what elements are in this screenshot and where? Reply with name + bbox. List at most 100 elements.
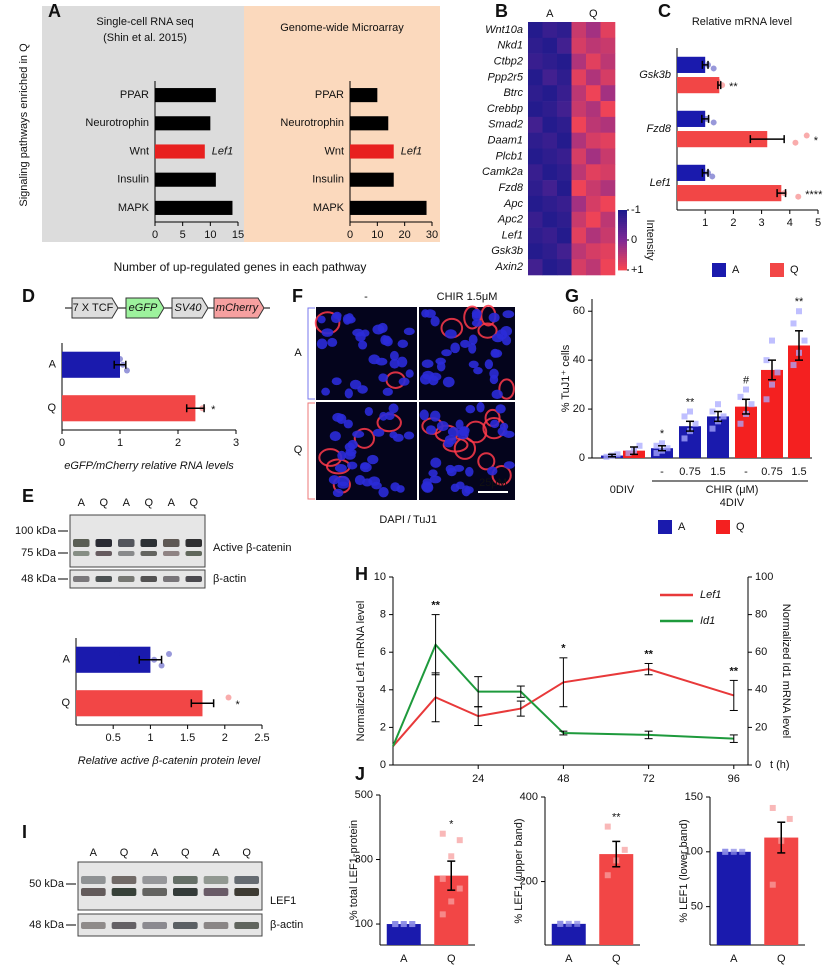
heat-cell: [586, 132, 601, 149]
heat-cell: [542, 22, 558, 39]
data-point: [664, 445, 671, 452]
bar: [716, 851, 751, 945]
x-tick-label: 0.5: [106, 732, 121, 744]
legend-swatch: [712, 263, 726, 277]
heat-cell: [571, 211, 587, 228]
blot-band: [81, 876, 106, 884]
nucleus: [384, 411, 395, 421]
row-label: Apc: [503, 198, 523, 210]
x-tick-label: Q: [447, 953, 456, 965]
heat-cell: [586, 116, 601, 133]
x-axis-label: Relative active β-catenin protein level: [78, 755, 261, 767]
nucleus: [337, 450, 347, 461]
heat-cell: [600, 101, 616, 118]
x-tick-label: Q: [777, 953, 786, 965]
heat-cell: [542, 148, 558, 165]
blot-band: [234, 888, 259, 896]
heat-cell: [571, 22, 587, 39]
panel-letter: A: [48, 1, 61, 21]
blot-band: [140, 539, 157, 547]
data-point: [188, 694, 195, 701]
data-point: [225, 694, 232, 701]
nucleus: [334, 463, 347, 473]
nucleus: [425, 425, 437, 435]
legend-swatch: [716, 520, 730, 534]
x-tick-label: A: [565, 953, 573, 965]
nucleus: [442, 376, 455, 388]
heat-cell: [571, 259, 587, 276]
x-tick-label: 15: [232, 229, 244, 241]
row-label: A: [294, 347, 302, 359]
nucleus: [487, 466, 498, 476]
bar: [350, 200, 427, 215]
heat-cell: [600, 243, 616, 260]
y-tick-label: Gsk3b: [639, 69, 671, 81]
heat-cell: [557, 53, 572, 70]
heat-cell: [571, 116, 587, 133]
annotation: *: [660, 428, 665, 440]
nucleus: [430, 316, 440, 327]
nucleus: [444, 329, 457, 339]
heat-cell: [557, 22, 572, 39]
nucleus: [441, 349, 452, 357]
x-tick-label: 30: [426, 229, 438, 241]
heat-cell: [600, 85, 616, 102]
nucleus: [471, 310, 481, 322]
x-tick-label: 10: [371, 229, 383, 241]
data-point: [769, 337, 775, 344]
heat-cell: [542, 180, 558, 197]
bar: [677, 77, 720, 94]
row-label: Lef1: [502, 229, 523, 241]
nucleus: [471, 319, 483, 327]
nucleus: [491, 333, 504, 343]
heat-cell: [557, 211, 572, 228]
nucleus: [430, 457, 442, 468]
blot-band: [118, 551, 135, 556]
data-point: [739, 848, 746, 855]
nucleus: [455, 419, 464, 430]
heat-cell: [528, 101, 543, 118]
nucleus: [456, 428, 469, 440]
blot-band: [95, 576, 112, 582]
row-label: Axin2: [494, 261, 523, 273]
x-tick-label: A: [400, 953, 408, 965]
data-point: [774, 369, 781, 376]
data-point: [709, 425, 716, 432]
data-point: [792, 139, 799, 146]
nucleus: [484, 359, 494, 370]
heat-cell: [571, 69, 587, 86]
heat-cell: [557, 195, 572, 213]
colorbar-step: [618, 226, 627, 229]
bar: [350, 144, 394, 159]
y2-tick-label: 80: [755, 609, 767, 621]
data-point: [730, 848, 737, 855]
blot-membrane: [69, 569, 206, 589]
data-point: [741, 132, 748, 139]
heat-cell: [571, 180, 587, 197]
x-tick-label: 10: [204, 229, 216, 241]
nucleus: [345, 313, 354, 323]
blot-membrane: [69, 514, 206, 568]
panel-letter: H: [355, 564, 368, 584]
group-label: 0DIV: [610, 484, 635, 496]
data-point: [790, 320, 797, 327]
x-axis-label: CHIR (μM): [706, 484, 759, 496]
lane-label: Q: [181, 847, 190, 859]
data-point: [158, 662, 165, 669]
blot-band: [185, 551, 202, 556]
colorbar-step: [618, 260, 627, 263]
heat-cell: [571, 85, 587, 102]
nucleus: [337, 475, 350, 487]
x-tick-label: -: [660, 466, 664, 478]
nucleus: [450, 483, 460, 493]
colorbar-step: [618, 262, 627, 265]
bar: [551, 923, 586, 945]
data-point: [621, 846, 628, 853]
x-tick-label: 1.5: [791, 466, 806, 478]
x-tick-label: 1: [117, 437, 123, 449]
heat-cell: [586, 211, 601, 228]
heat-cell: [542, 227, 558, 244]
chart-title: Single-cell RNA seq: [96, 16, 193, 28]
nucleus: [403, 431, 415, 440]
bar: [677, 131, 768, 148]
